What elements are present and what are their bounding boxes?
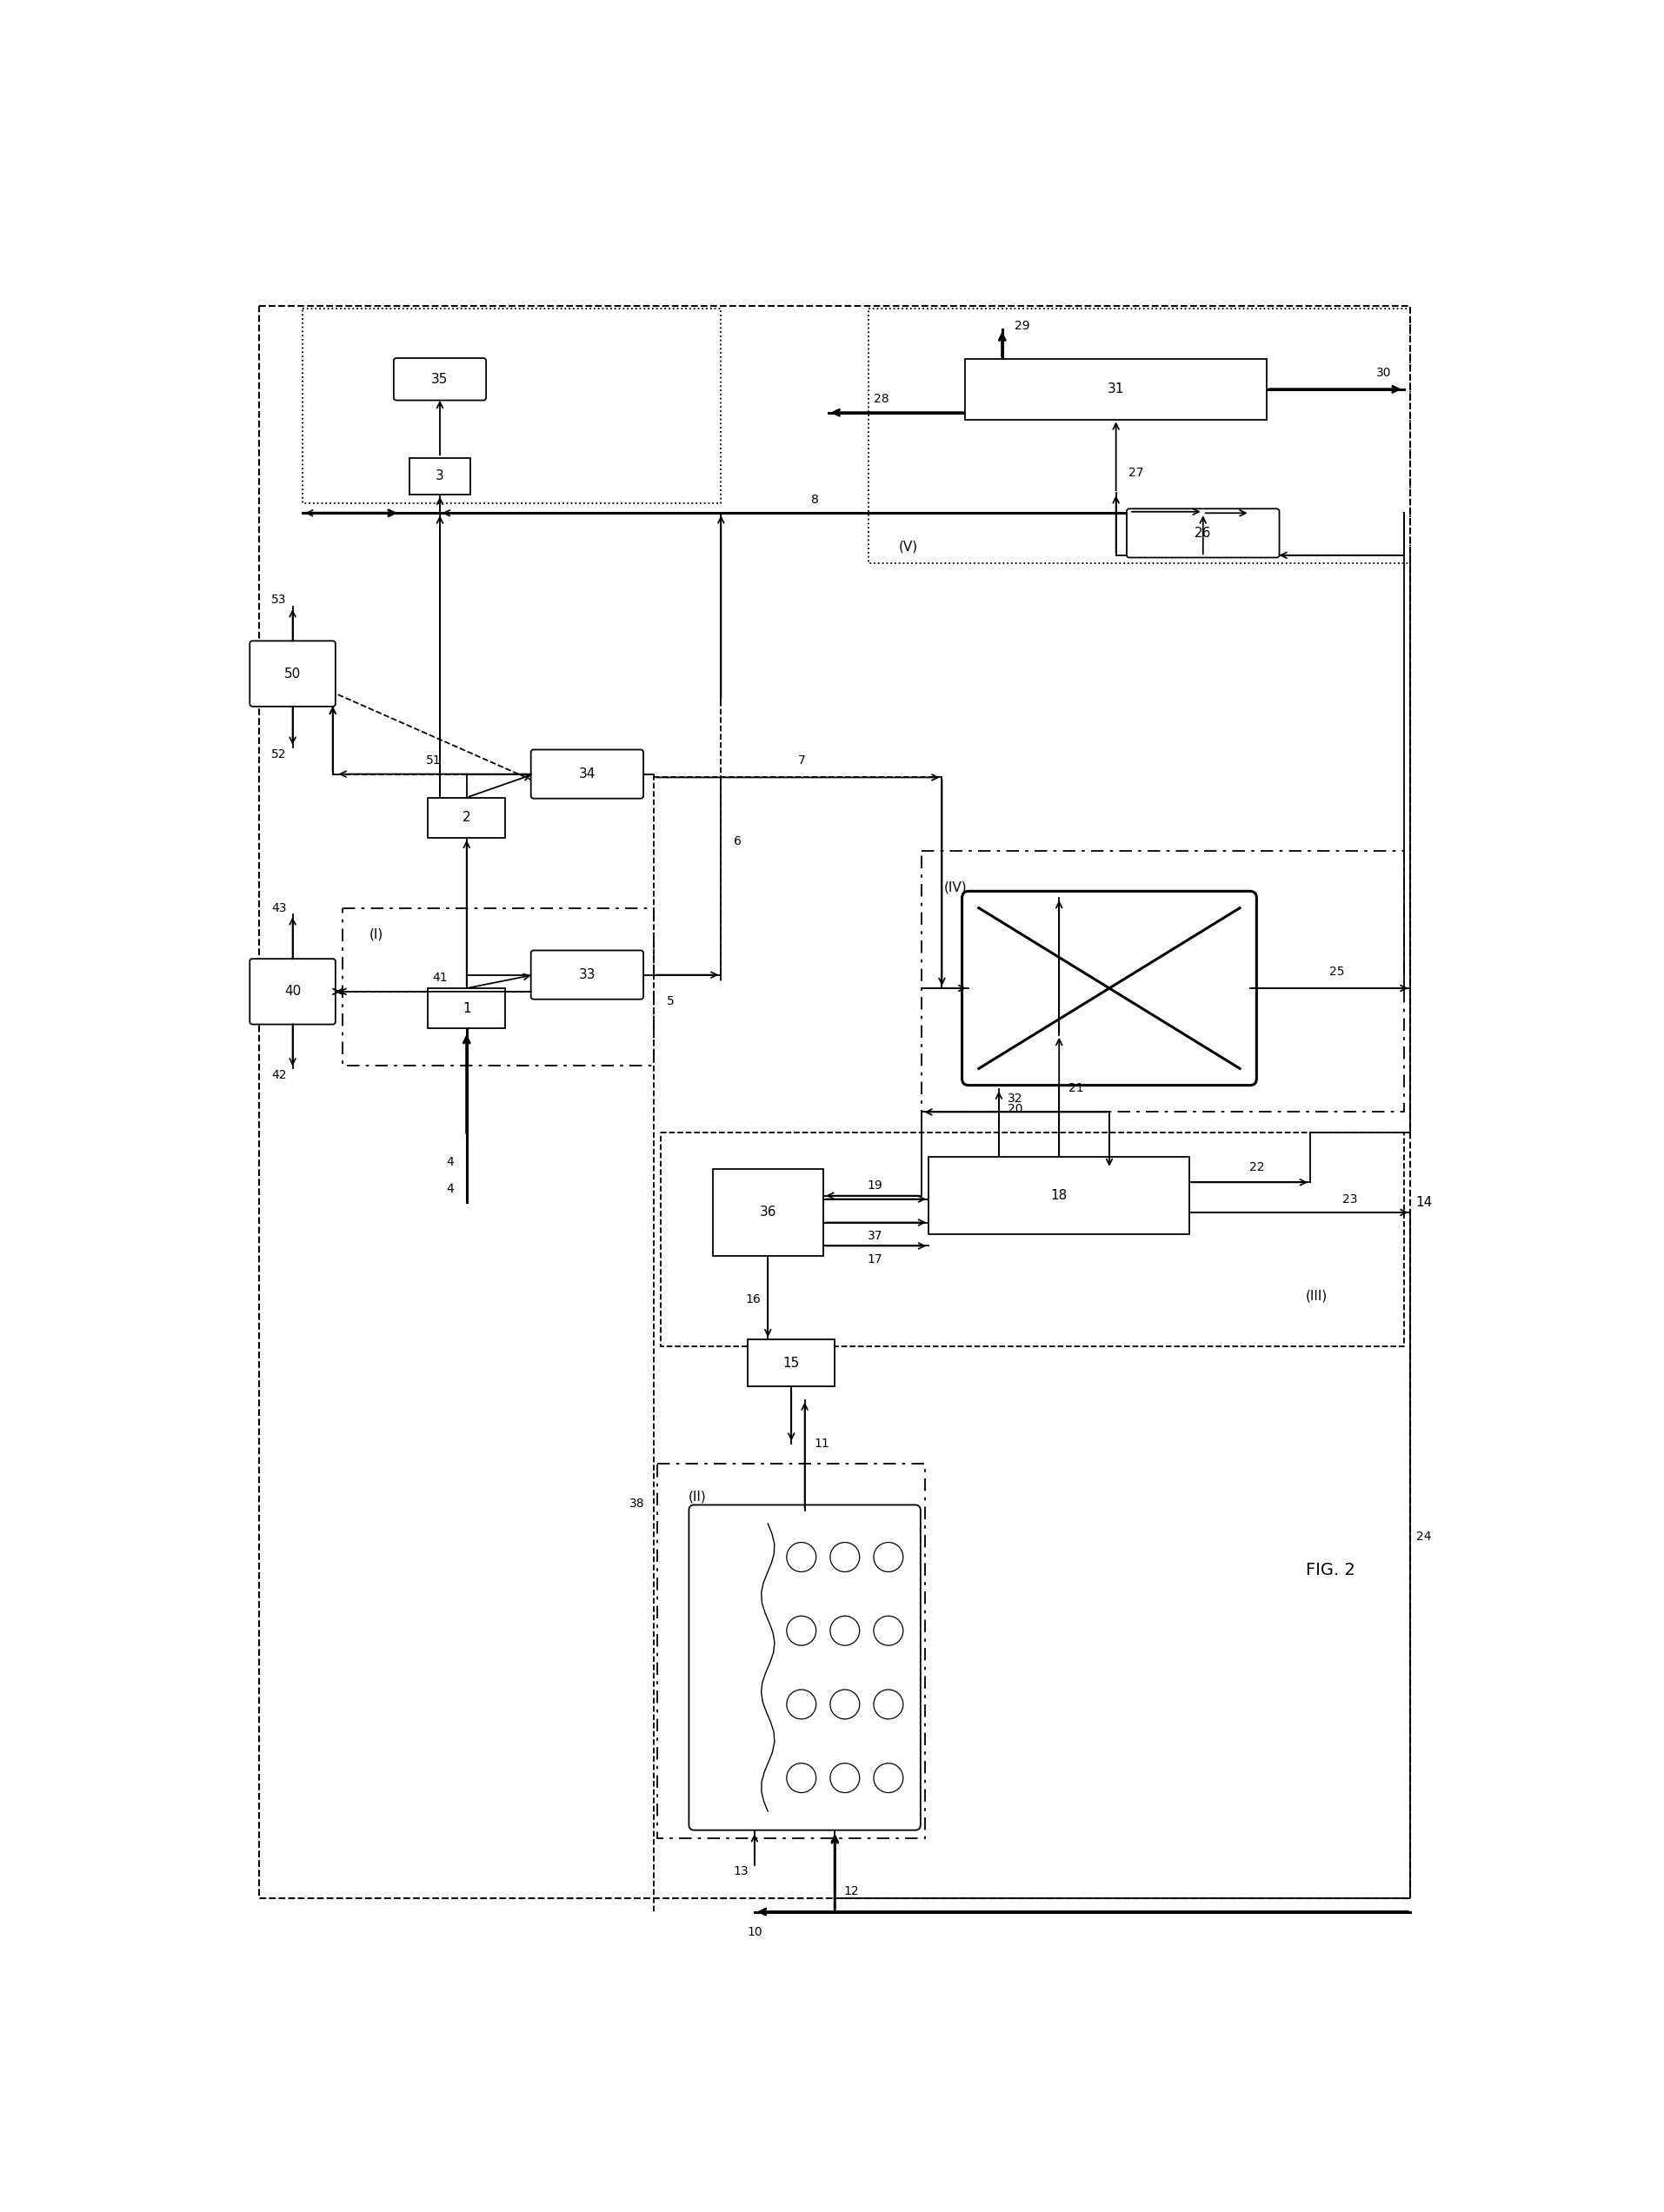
Text: 51: 51 xyxy=(426,754,441,768)
Text: 15: 15 xyxy=(782,1356,799,1369)
Text: 2: 2 xyxy=(463,812,471,825)
Text: 53: 53 xyxy=(271,595,286,606)
Text: 43: 43 xyxy=(271,902,286,914)
Bar xyxy=(303,310,721,502)
Text: 3: 3 xyxy=(436,469,444,482)
Text: 17: 17 xyxy=(867,1254,882,1265)
Text: 41: 41 xyxy=(433,971,448,984)
FancyBboxPatch shape xyxy=(428,989,504,1029)
Text: 27: 27 xyxy=(1128,467,1143,480)
Text: 20: 20 xyxy=(1007,1102,1023,1115)
Text: 12: 12 xyxy=(844,1885,859,1898)
FancyBboxPatch shape xyxy=(962,891,1256,1086)
Text: (V): (V) xyxy=(899,540,917,553)
Text: 26: 26 xyxy=(1195,526,1211,540)
Text: (II): (II) xyxy=(689,1491,706,1504)
Text: 21: 21 xyxy=(1068,1082,1083,1095)
Bar xyxy=(343,907,654,1066)
Text: 50: 50 xyxy=(285,668,301,681)
Text: 4: 4 xyxy=(446,1157,454,1168)
Bar xyxy=(922,852,1403,1113)
Text: 28: 28 xyxy=(874,394,889,405)
FancyBboxPatch shape xyxy=(929,1157,1190,1234)
Bar xyxy=(260,305,1409,1898)
Text: 29: 29 xyxy=(1013,319,1030,332)
Text: 35: 35 xyxy=(431,372,448,385)
FancyBboxPatch shape xyxy=(965,358,1266,420)
Text: 33: 33 xyxy=(579,969,596,982)
Text: (III): (III) xyxy=(1305,1290,1328,1303)
Text: 14: 14 xyxy=(1414,1197,1431,1210)
Bar xyxy=(869,310,1409,564)
Text: 36: 36 xyxy=(759,1206,775,1219)
Text: 40: 40 xyxy=(285,984,301,998)
FancyBboxPatch shape xyxy=(409,458,469,495)
Text: 10: 10 xyxy=(747,1927,762,1938)
Text: (IV): (IV) xyxy=(943,880,967,894)
FancyBboxPatch shape xyxy=(428,799,504,838)
Text: 16: 16 xyxy=(745,1294,760,1305)
Text: 4: 4 xyxy=(446,1183,454,1194)
Text: 8: 8 xyxy=(810,493,819,507)
Text: 6: 6 xyxy=(734,834,740,847)
Text: 42: 42 xyxy=(271,1068,286,1082)
Text: 23: 23 xyxy=(1341,1192,1358,1206)
Text: 31: 31 xyxy=(1107,383,1123,396)
Text: 25: 25 xyxy=(1328,964,1345,978)
Text: 34: 34 xyxy=(579,768,596,781)
Text: 13: 13 xyxy=(734,1865,749,1878)
FancyBboxPatch shape xyxy=(250,641,334,706)
FancyBboxPatch shape xyxy=(747,1340,834,1387)
Text: 52: 52 xyxy=(271,748,286,761)
FancyBboxPatch shape xyxy=(712,1168,822,1256)
Bar xyxy=(661,1133,1403,1347)
FancyBboxPatch shape xyxy=(531,951,642,1000)
Text: 18: 18 xyxy=(1050,1190,1067,1201)
Text: 5: 5 xyxy=(667,995,674,1009)
Text: 11: 11 xyxy=(814,1438,829,1449)
FancyBboxPatch shape xyxy=(689,1504,920,1829)
Text: 1: 1 xyxy=(463,1002,471,1015)
Text: 7: 7 xyxy=(797,754,805,768)
Text: 32: 32 xyxy=(1007,1093,1023,1104)
Text: 19: 19 xyxy=(867,1179,882,1192)
FancyBboxPatch shape xyxy=(1127,509,1278,557)
Text: 38: 38 xyxy=(629,1498,644,1509)
Text: 22: 22 xyxy=(1248,1161,1263,1175)
FancyBboxPatch shape xyxy=(531,750,642,799)
Text: 37: 37 xyxy=(867,1230,882,1241)
FancyBboxPatch shape xyxy=(250,958,334,1024)
Text: FIG. 2: FIG. 2 xyxy=(1305,1562,1354,1579)
FancyBboxPatch shape xyxy=(393,358,486,400)
Bar xyxy=(657,1464,925,1838)
Text: 24: 24 xyxy=(1416,1531,1431,1544)
Text: (I): (I) xyxy=(369,929,383,942)
Text: 30: 30 xyxy=(1376,367,1391,378)
